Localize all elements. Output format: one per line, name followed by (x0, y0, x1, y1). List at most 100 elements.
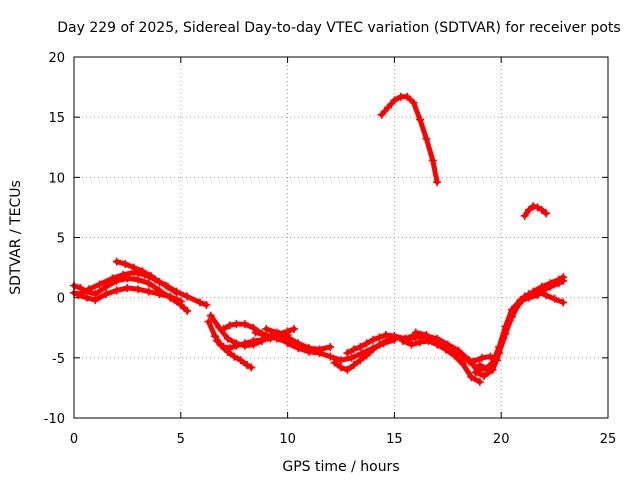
data-point (74, 291, 83, 300)
data-point (433, 178, 442, 187)
data-point (416, 115, 425, 124)
data-point (232, 341, 241, 350)
y-tick-label: 0 (57, 292, 65, 307)
data-point (516, 296, 525, 305)
data-point (112, 257, 121, 266)
data-point (172, 288, 181, 297)
data-point (550, 294, 559, 303)
data-point (196, 298, 205, 307)
data-point (458, 359, 467, 368)
data-point (422, 330, 431, 339)
y-tick-labels: -10 -5 0 5 10 15 20 (44, 51, 65, 427)
data-point (183, 306, 192, 315)
y-tick-label: 20 (48, 51, 65, 66)
data-point (416, 338, 425, 347)
data-point (460, 355, 469, 364)
data-point (467, 373, 476, 382)
data-point (507, 305, 516, 314)
data-point (84, 285, 93, 294)
data-point (91, 296, 100, 305)
data-point (206, 311, 215, 320)
data-point (236, 356, 245, 365)
plot-frame (73, 56, 609, 419)
data-point (251, 328, 260, 337)
data-point (223, 334, 232, 343)
series-trace-c (74, 284, 185, 306)
data-point (232, 320, 241, 329)
data-point (219, 324, 228, 333)
data-point (488, 358, 497, 367)
data-point (262, 324, 271, 333)
data-point (155, 278, 164, 287)
data-point (542, 291, 551, 300)
x-axis-label: GPS time / hours (282, 459, 399, 475)
data-point (495, 343, 504, 352)
data-point (155, 290, 164, 299)
data-point (428, 156, 437, 165)
data-point (102, 282, 111, 291)
data-point (129, 263, 138, 272)
data-point (533, 203, 542, 212)
data-point (204, 317, 213, 326)
data-point (524, 205, 533, 214)
data-point (144, 279, 153, 288)
data-point (183, 292, 192, 301)
data-point (375, 333, 384, 342)
data-point (283, 339, 292, 348)
data-point (337, 363, 345, 372)
data-point (454, 349, 463, 358)
data-point (134, 285, 143, 294)
data-point (272, 328, 281, 337)
grid-lines (74, 57, 608, 418)
data-point (343, 365, 352, 374)
data-point (225, 344, 234, 353)
series-trace-e (204, 317, 256, 372)
data-point (146, 272, 155, 281)
data-point (524, 290, 533, 299)
data-point (138, 267, 147, 276)
data-point (407, 340, 416, 349)
data-point (501, 322, 510, 331)
data-point (475, 377, 484, 386)
data-point (347, 353, 356, 362)
data-point (433, 336, 442, 345)
data-point (166, 292, 175, 301)
data-point (163, 282, 172, 291)
data-point (247, 363, 256, 372)
series-trace-l (330, 334, 399, 374)
data-point (390, 332, 399, 341)
data-point (356, 356, 365, 365)
data-point (337, 356, 345, 365)
data-point (537, 282, 546, 291)
data-point (381, 330, 390, 339)
data-point (123, 284, 132, 293)
data-point (475, 361, 484, 370)
data-point (482, 364, 491, 373)
data-point (488, 365, 497, 374)
data-point (559, 273, 568, 282)
data-point (480, 371, 489, 380)
data-point (542, 209, 551, 218)
data-point (383, 103, 392, 112)
data-point (529, 287, 538, 296)
data-point (559, 298, 568, 307)
data-point (349, 345, 358, 354)
series-trace-t (529, 273, 568, 296)
y-tick-label: -10 (44, 412, 65, 427)
data-point (144, 287, 153, 296)
data-point (95, 280, 104, 289)
y-tick-label: 15 (48, 111, 65, 126)
data-point (243, 361, 252, 370)
data-point (554, 275, 563, 284)
data-point (398, 336, 407, 345)
data-point (375, 340, 384, 349)
data-point (326, 343, 335, 352)
x-tick-labels: 0 5 10 15 20 25 (70, 432, 616, 447)
data-point (443, 343, 452, 352)
series-trace-d (112, 257, 181, 297)
data-point (176, 297, 185, 306)
data-point (326, 352, 335, 361)
series-line (379, 94, 440, 185)
